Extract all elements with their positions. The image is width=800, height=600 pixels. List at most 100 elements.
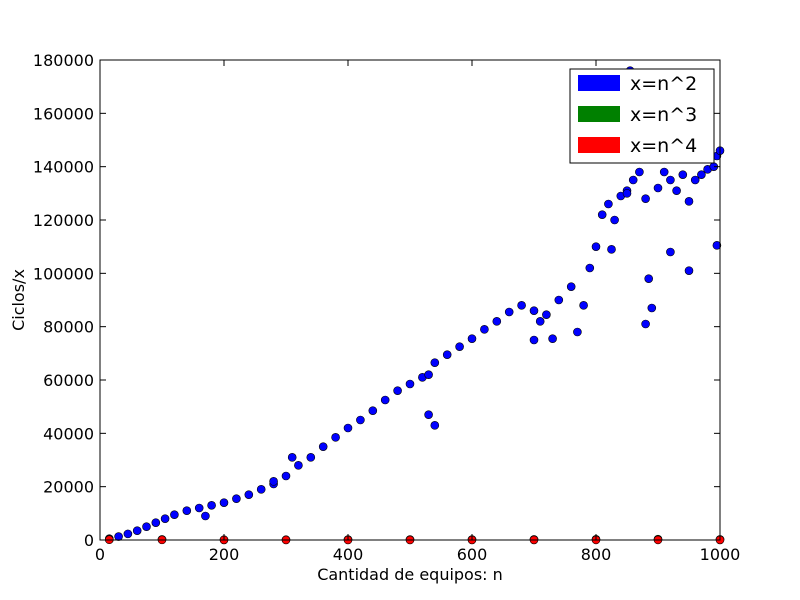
data-point-series-0	[424, 370, 433, 379]
data-point-series-0	[244, 490, 254, 499]
x-tick-label: 200	[209, 545, 240, 564]
y-axis-label: Ciclos/x	[9, 269, 28, 331]
data-point-series-0	[480, 325, 489, 334]
data-point-series-0	[666, 175, 675, 185]
data-point-series-0	[653, 183, 663, 193]
data-point-series-0	[644, 274, 654, 283]
data-point-series-0	[591, 242, 601, 251]
ticks-layer: 0 200 400 600 800 1000 0 20000 40000 60000 80000 10…	[33, 51, 740, 564]
legend-swatch-n2	[578, 75, 620, 91]
data-point-series-0	[666, 247, 675, 257]
x-tick-label: 1000	[700, 545, 741, 564]
data-point-series-0	[318, 442, 328, 451]
data-point-series-0	[604, 199, 613, 209]
data-point-series-0	[281, 471, 291, 481]
x-tick-label: 600	[457, 545, 488, 564]
legend-swatch-n3	[578, 106, 620, 122]
data-point-series-0	[659, 167, 669, 177]
data-point-series-0	[393, 386, 402, 395]
data-point-series-0	[123, 529, 133, 539]
data-point-series-0	[194, 503, 204, 513]
data-point-series-0	[712, 241, 722, 250]
y-tick-label: 120000	[33, 211, 94, 230]
data-point-series-0	[160, 514, 170, 523]
data-point-series-0	[684, 197, 694, 206]
data-point-series-0	[684, 266, 694, 275]
data-point-series-0	[170, 510, 179, 519]
data-point-series-0	[430, 358, 440, 367]
data-point-series-0	[529, 335, 539, 345]
data-point-series-0	[380, 395, 390, 405]
y-tick-label: 0	[84, 531, 94, 550]
data-point-series-0	[442, 350, 452, 359]
y-tick-label: 140000	[33, 158, 94, 177]
data-point-series-0	[585, 263, 595, 273]
legend-swatch-n4	[578, 137, 620, 153]
data-point-series-0	[610, 215, 619, 225]
y-tick-label: 60000	[43, 371, 94, 390]
legend-label-n2: x=n^2	[630, 73, 697, 95]
data-point-series-0	[647, 303, 657, 313]
data-point-series-0	[331, 433, 340, 442]
x-tick-label: 0	[95, 545, 105, 564]
y-tick-label: 80000	[43, 318, 94, 337]
data-point-series-0	[504, 307, 514, 317]
data-point-series-0	[517, 301, 526, 310]
data-point-series-0	[114, 532, 123, 541]
data-point-series-0	[579, 301, 588, 310]
data-point-series-0	[554, 295, 564, 305]
data-point-series-0	[548, 334, 557, 343]
data-point-series-0	[207, 501, 216, 510]
data-point-series-0	[607, 245, 616, 254]
data-point-series-0	[430, 421, 440, 430]
points-layer	[105, 66, 725, 545]
data-point-series-0	[232, 494, 241, 503]
plot-frame	[99, 59, 721, 541]
data-point-series-0	[142, 522, 151, 531]
data-point-series-0	[690, 175, 700, 185]
data-point-series-0	[405, 379, 415, 389]
data-point-series-0	[641, 194, 650, 203]
data-point-series-0	[343, 423, 353, 433]
legend-label-n4: x=n^4	[630, 135, 697, 157]
data-point-series-0	[306, 453, 316, 462]
data-point-series-0	[492, 317, 502, 326]
data-point-series-0	[219, 498, 229, 507]
y-tick-label: 100000	[33, 264, 94, 283]
y-tick-label: 160000	[33, 104, 94, 123]
data-point-series-0	[455, 342, 464, 351]
data-point-series-0	[672, 186, 681, 195]
data-point-series-0	[269, 477, 278, 486]
data-point-series-0	[294, 461, 303, 470]
data-point-series-0	[628, 175, 638, 185]
data-point-series-0	[641, 319, 650, 329]
data-point-series-0	[573, 327, 582, 337]
x-tick-label: 800	[581, 545, 612, 564]
data-point-series-0	[182, 506, 192, 515]
data-point-series-0	[151, 518, 161, 527]
data-point-series-0	[678, 170, 688, 179]
y-tick-label: 40000	[43, 424, 94, 443]
data-point-series-0	[356, 415, 365, 425]
data-point-series-0	[529, 306, 539, 315]
data-point-series-0	[256, 485, 266, 494]
y-tick-label: 180000	[33, 51, 94, 70]
data-point-series-0	[635, 167, 644, 177]
legend-label-n3: x=n^3	[630, 104, 697, 126]
data-point-series-0	[597, 210, 607, 219]
data-point-series-0	[132, 526, 142, 535]
data-point-series-0	[622, 189, 632, 198]
data-point-series-0	[542, 310, 551, 319]
data-point-series-0	[566, 282, 576, 291]
x-tick-label: 400	[333, 545, 364, 564]
data-point-series-0	[535, 317, 545, 326]
data-point-series-0	[697, 170, 706, 179]
x-axis-label: Cantidad de equipos: n	[317, 565, 503, 584]
data-point-series-0	[368, 406, 378, 415]
legend: x=n^2 x=n^3 x=n^4	[569, 68, 715, 164]
data-point-series-0	[287, 453, 297, 462]
data-point-series-0	[424, 410, 433, 419]
data-point-series-0	[201, 511, 210, 521]
y-tick-label: 20000	[43, 478, 94, 497]
